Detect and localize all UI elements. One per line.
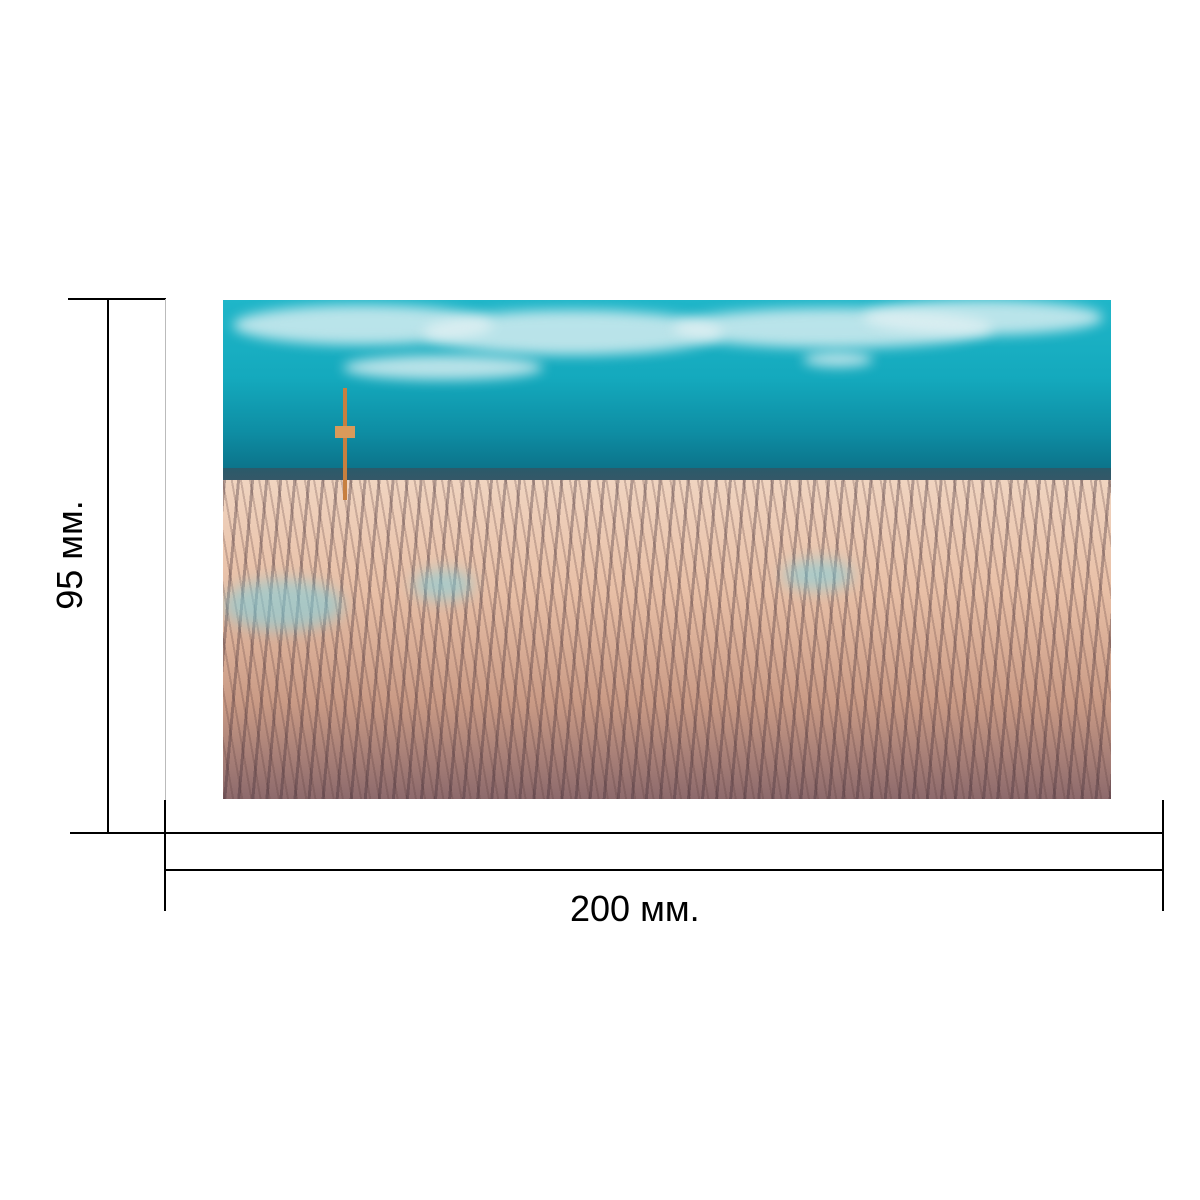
width-tick-right xyxy=(1162,800,1164,911)
width-line xyxy=(166,869,1164,871)
width-tick-left xyxy=(164,800,166,911)
width-label: 200 мм. xyxy=(570,888,700,929)
forest xyxy=(223,480,1111,799)
tv-tower xyxy=(343,388,347,500)
landscape-photo xyxy=(223,300,1111,799)
width-line-top xyxy=(166,832,1164,834)
frame-left-edge xyxy=(165,299,166,833)
sky xyxy=(223,300,1111,475)
height-line xyxy=(107,299,109,833)
height-label: 95 мм. xyxy=(49,500,90,610)
tv-tower-platform xyxy=(335,426,355,438)
height-tick-bottom xyxy=(70,832,166,834)
height-tick-top xyxy=(68,298,166,300)
